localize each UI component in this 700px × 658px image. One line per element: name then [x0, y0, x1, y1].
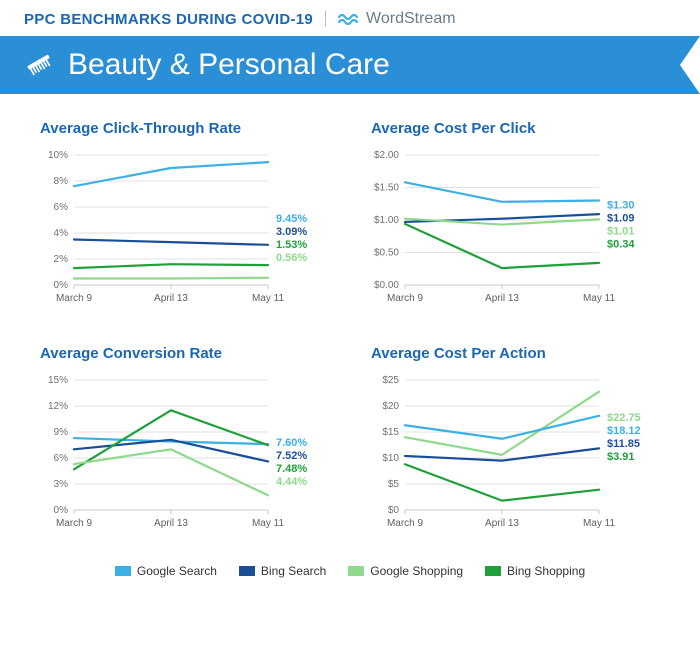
legend-swatch — [485, 566, 501, 576]
comb-icon — [24, 48, 54, 83]
svg-text:$18.12: $18.12 — [607, 425, 641, 437]
chart-ctr: Average Click-Through Rate 0% 2% 4% 6% 8% 10% M… — [40, 120, 333, 317]
svg-text:3%: 3% — [54, 479, 69, 490]
svg-text:$22.75: $22.75 — [607, 412, 641, 424]
svg-text:May 11: May 11 — [583, 293, 615, 304]
page-title: PPC BENCHMARKS DURING COVID-19 — [24, 11, 313, 28]
category-title: Beauty & Personal Care — [68, 48, 390, 82]
svg-text:7.48%: 7.48% — [276, 463, 307, 475]
svg-text:2%: 2% — [54, 254, 69, 265]
svg-text:$0.00: $0.00 — [374, 280, 399, 291]
svg-text:April 13: April 13 — [485, 293, 519, 304]
svg-text:12%: 12% — [48, 401, 68, 412]
chart-svg: $0.00 $0.50 $1.00 $1.50 $2.00 March 9 April 13… — [371, 147, 651, 317]
category-banner: Beauty & Personal Care — [0, 36, 700, 94]
svg-text:April 13: April 13 — [485, 518, 519, 529]
chart-svg: $0 $5 $10 $15 $20 $25 March 9 April 13 May 11 $22… — [371, 372, 651, 542]
svg-text:March 9: March 9 — [56, 518, 93, 529]
svg-text:$1.00: $1.00 — [374, 215, 399, 226]
svg-text:15%: 15% — [48, 375, 68, 386]
chart-svg: 0% 2% 4% 6% 8% 10% March 9 April 13 May 11 9.45%3… — [40, 147, 320, 317]
svg-text:$25: $25 — [382, 375, 399, 386]
chart-title: Average Cost Per Click — [371, 120, 664, 137]
svg-text:6%: 6% — [54, 453, 69, 464]
charts-grid: Average Click-Through Rate 0% 2% 4% 6% 8% 10% M… — [0, 94, 700, 552]
svg-text:$15: $15 — [382, 427, 399, 438]
svg-text:$11.85: $11.85 — [607, 438, 640, 450]
brand: WordStream — [338, 10, 456, 28]
svg-text:4.44%: 4.44% — [276, 476, 307, 488]
svg-text:$3.91: $3.91 — [607, 451, 635, 463]
svg-text:March 9: March 9 — [56, 293, 93, 304]
header-bar: PPC BENCHMARKS DURING COVID-19 WordStrea… — [0, 0, 700, 36]
svg-text:May 11: May 11 — [583, 518, 615, 529]
svg-text:1.53%: 1.53% — [276, 239, 307, 251]
header-divider — [325, 11, 326, 27]
svg-text:$0: $0 — [388, 505, 400, 516]
svg-text:$1.30: $1.30 — [607, 200, 635, 212]
svg-text:$20: $20 — [382, 401, 399, 412]
legend-label: Google Shopping — [370, 564, 463, 578]
legend-swatch — [348, 566, 364, 576]
svg-text:9.45%: 9.45% — [276, 213, 307, 225]
svg-text:7.60%: 7.60% — [276, 437, 307, 449]
legend-item-google_shopping: Google Shopping — [348, 564, 463, 578]
svg-text:3.09%: 3.09% — [276, 226, 307, 238]
svg-text:March 9: March 9 — [387, 293, 424, 304]
svg-text:9%: 9% — [54, 427, 69, 438]
svg-text:May 11: May 11 — [252, 518, 284, 529]
svg-text:March 9: March 9 — [387, 518, 424, 529]
svg-text:0%: 0% — [54, 505, 69, 516]
svg-text:May 11: May 11 — [252, 293, 284, 304]
chart-cpc: Average Cost Per Click $0.00 $0.50 $1.00 $1.… — [371, 120, 664, 317]
svg-text:$2.00: $2.00 — [374, 150, 399, 161]
svg-text:6%: 6% — [54, 202, 69, 213]
svg-text:April 13: April 13 — [154, 518, 188, 529]
svg-text:8%: 8% — [54, 176, 69, 187]
svg-text:$5: $5 — [388, 479, 400, 490]
chart-cpa: Average Cost Per Action $0 $5 $10 $15 $20 $25 M… — [371, 345, 664, 542]
chart-title: Average Conversion Rate — [40, 345, 333, 362]
legend-item-google_search: Google Search — [115, 564, 217, 578]
svg-text:4%: 4% — [54, 228, 69, 239]
legend-swatch — [115, 566, 131, 576]
brand-name: WordStream — [366, 10, 456, 28]
chart-cvr: Average Conversion Rate 0% 3% 6% 9% 12% 15% Mar… — [40, 345, 333, 542]
svg-text:10%: 10% — [48, 150, 68, 161]
legend-item-bing_shopping: Bing Shopping — [485, 564, 585, 578]
svg-text:$1.50: $1.50 — [374, 183, 399, 194]
legend-label: Bing Shopping — [507, 564, 585, 578]
svg-text:$1.09: $1.09 — [607, 213, 635, 225]
legend: Google Search Bing Search Google Shopping B… — [0, 552, 700, 578]
svg-text:0%: 0% — [54, 280, 69, 291]
legend-swatch — [239, 566, 255, 576]
svg-text:April 13: April 13 — [154, 293, 188, 304]
svg-text:$10: $10 — [382, 453, 399, 464]
legend-item-bing_search: Bing Search — [239, 564, 326, 578]
brand-wave-icon — [338, 12, 360, 26]
svg-text:$0.34: $0.34 — [607, 239, 635, 251]
svg-text:$0.50: $0.50 — [374, 248, 399, 259]
svg-text:$1.01: $1.01 — [607, 226, 635, 238]
chart-title: Average Cost Per Action — [371, 345, 664, 362]
svg-text:7.52%: 7.52% — [276, 450, 307, 462]
svg-text:0.56%: 0.56% — [276, 252, 307, 264]
chart-svg: 0% 3% 6% 9% 12% 15% March 9 April 13 May 11 7.60%… — [40, 372, 320, 542]
chart-title: Average Click-Through Rate — [40, 120, 333, 137]
legend-label: Bing Search — [261, 564, 326, 578]
legend-label: Google Search — [137, 564, 217, 578]
